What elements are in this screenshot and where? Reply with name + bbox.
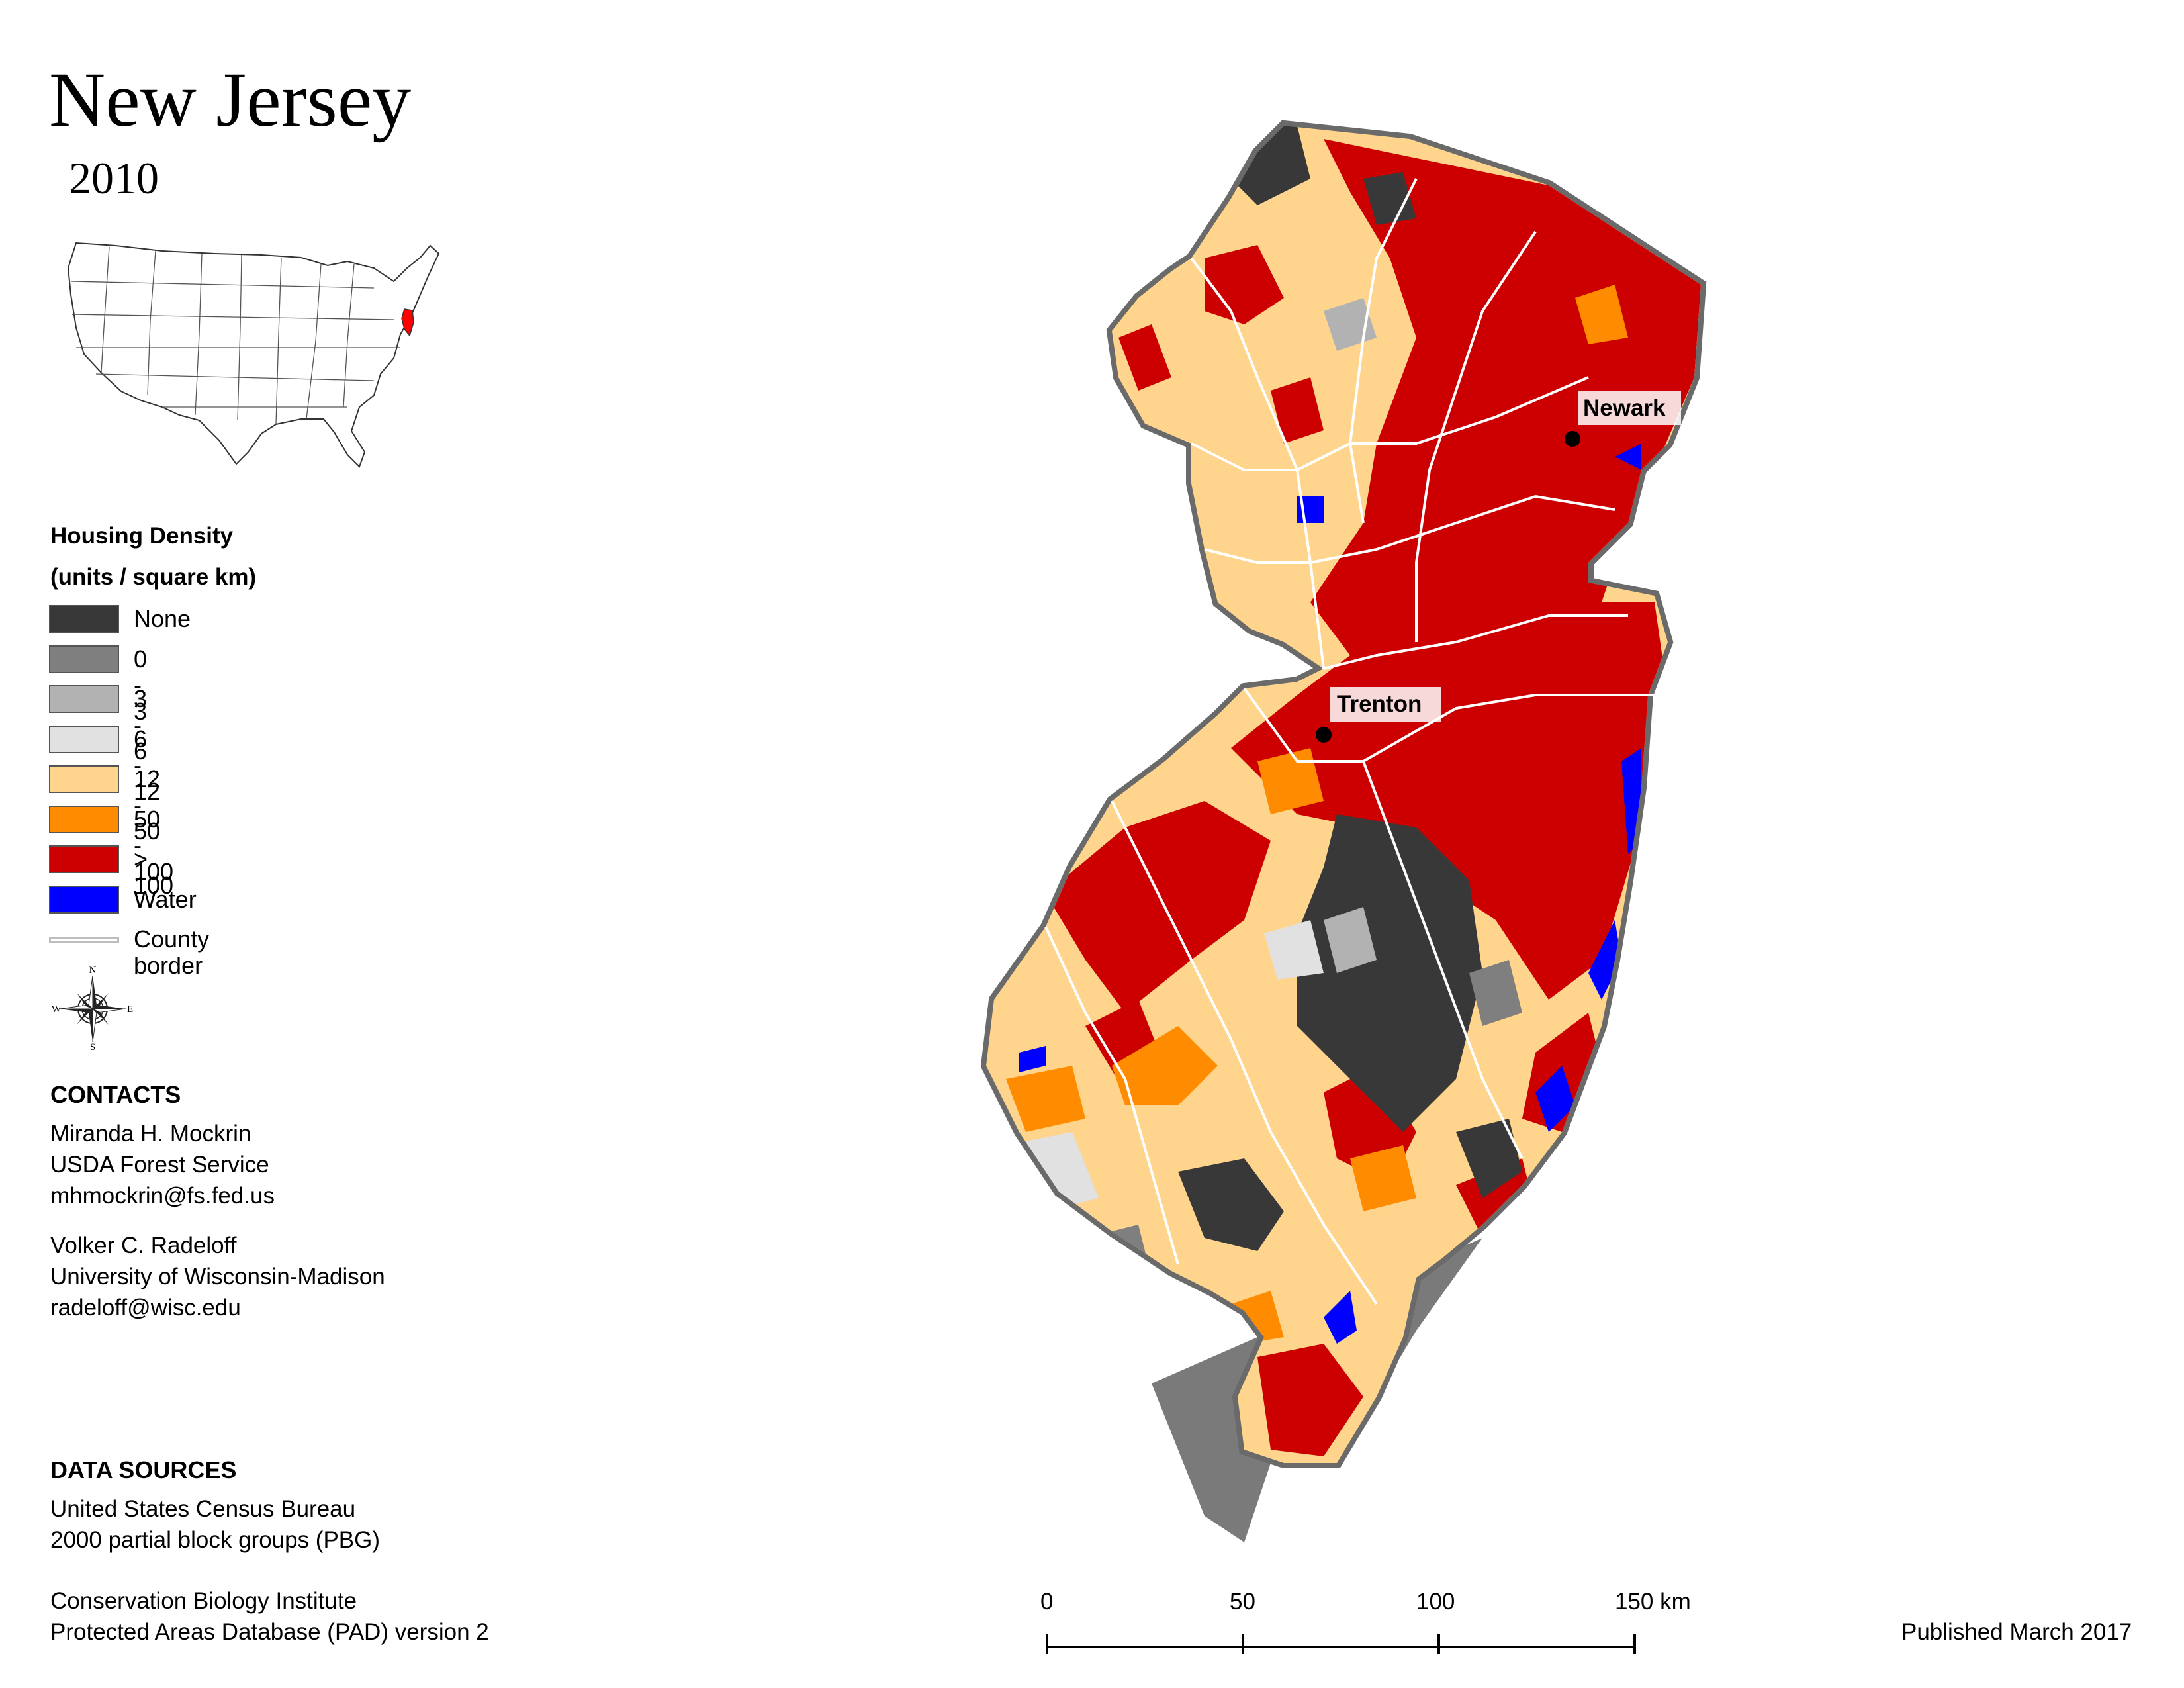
contact-2: Volker C. Radeloff University of Wiscons… [50, 1230, 385, 1323]
us-state-lines [70, 246, 400, 425]
legend-label: 50 - 100 [134, 805, 174, 885]
legend-swatch [49, 805, 119, 833]
data-source-line: Conservation Biology Institute [50, 1588, 357, 1614]
compass-s: S [90, 1042, 95, 1051]
contact-email[interactable]: radeloff@wisc.edu [50, 1295, 241, 1321]
contact-org: USDA Forest Service [50, 1152, 269, 1178]
legend-title: Housing Density [50, 523, 234, 549]
us-outline [67, 242, 440, 468]
scale-label: 50 [1230, 1589, 1255, 1615]
legend-swatch [49, 645, 119, 673]
legend-swatch [49, 845, 119, 873]
published-date: Published March 2017 [1901, 1619, 2132, 1645]
county-borders [1044, 178, 1655, 1305]
legend-label: 12 - 50 [134, 765, 161, 845]
data-sources-heading: DATA SOURCES [50, 1456, 237, 1483]
data-source-line: Protected Areas Database (PAD) version 2 [50, 1619, 489, 1645]
legend-label: 3 - 6 [134, 685, 148, 765]
city-newark: Newark [1565, 391, 1681, 447]
compass-n: N [89, 966, 97, 976]
contact-org: University of Wisconsin-Madison [50, 1264, 385, 1289]
scale-bar: 0 50 100 150 km [1032, 1589, 1707, 1662]
legend-swatch [49, 725, 119, 753]
legend-swatch [49, 765, 119, 793]
map-year: 2010 [69, 153, 159, 203]
contacts-heading: CONTACTS [50, 1081, 181, 1108]
new-jersey-highlight [401, 308, 414, 337]
legend-label: County border [134, 925, 210, 979]
contact-name: Volker C. Radeloff [50, 1233, 237, 1258]
compass-rose-icon: N S W E [52, 966, 133, 1051]
legend-label: None [134, 605, 191, 632]
city-label: Newark [1583, 395, 1666, 421]
legend-label: 6 - 12 [134, 725, 161, 805]
legend-swatch [49, 605, 119, 633]
data-source-line: 2000 partial block groups (PBG) [50, 1527, 381, 1553]
scale-label: 100 [1416, 1589, 1455, 1615]
legend-label: > 100 [134, 845, 174, 899]
contact-1: Miranda H. Mockrin USDA Forest Service m… [50, 1118, 275, 1211]
legend-units: (units / square km) [50, 564, 257, 590]
map-title: New Jersey [49, 56, 412, 143]
scale-ruler [1046, 1634, 1636, 1654]
city-label: Trenton [1337, 691, 1422, 717]
city-trenton: Trenton [1316, 687, 1441, 743]
compass-e: E [127, 1004, 133, 1015]
data-source-cbi: Conservation Biology Institute Protected… [50, 1585, 489, 1648]
scale-label: 150 km [1615, 1589, 1691, 1615]
county-border-swatch [49, 937, 119, 943]
legend-swatch [49, 685, 119, 713]
contact-email[interactable]: mhmockrin@fs.fed.us [50, 1183, 275, 1209]
legend-label: Water [134, 885, 197, 913]
legend-label: 0 - 3 [134, 645, 148, 725]
scale-label: 0 [1040, 1589, 1054, 1615]
legend-swatch [49, 885, 119, 914]
data-source-census: United States Census Bureau 2000 partial… [50, 1493, 380, 1556]
housing-density-fill [986, 126, 1701, 1463]
compass-w: W [52, 1004, 62, 1015]
contact-name: Miranda H. Mockrin [50, 1121, 251, 1147]
us-locator-map [67, 242, 440, 468]
data-source-line: United States Census Bureau [50, 1496, 356, 1522]
new-jersey-map: Newark Trenton [980, 120, 1707, 1542]
